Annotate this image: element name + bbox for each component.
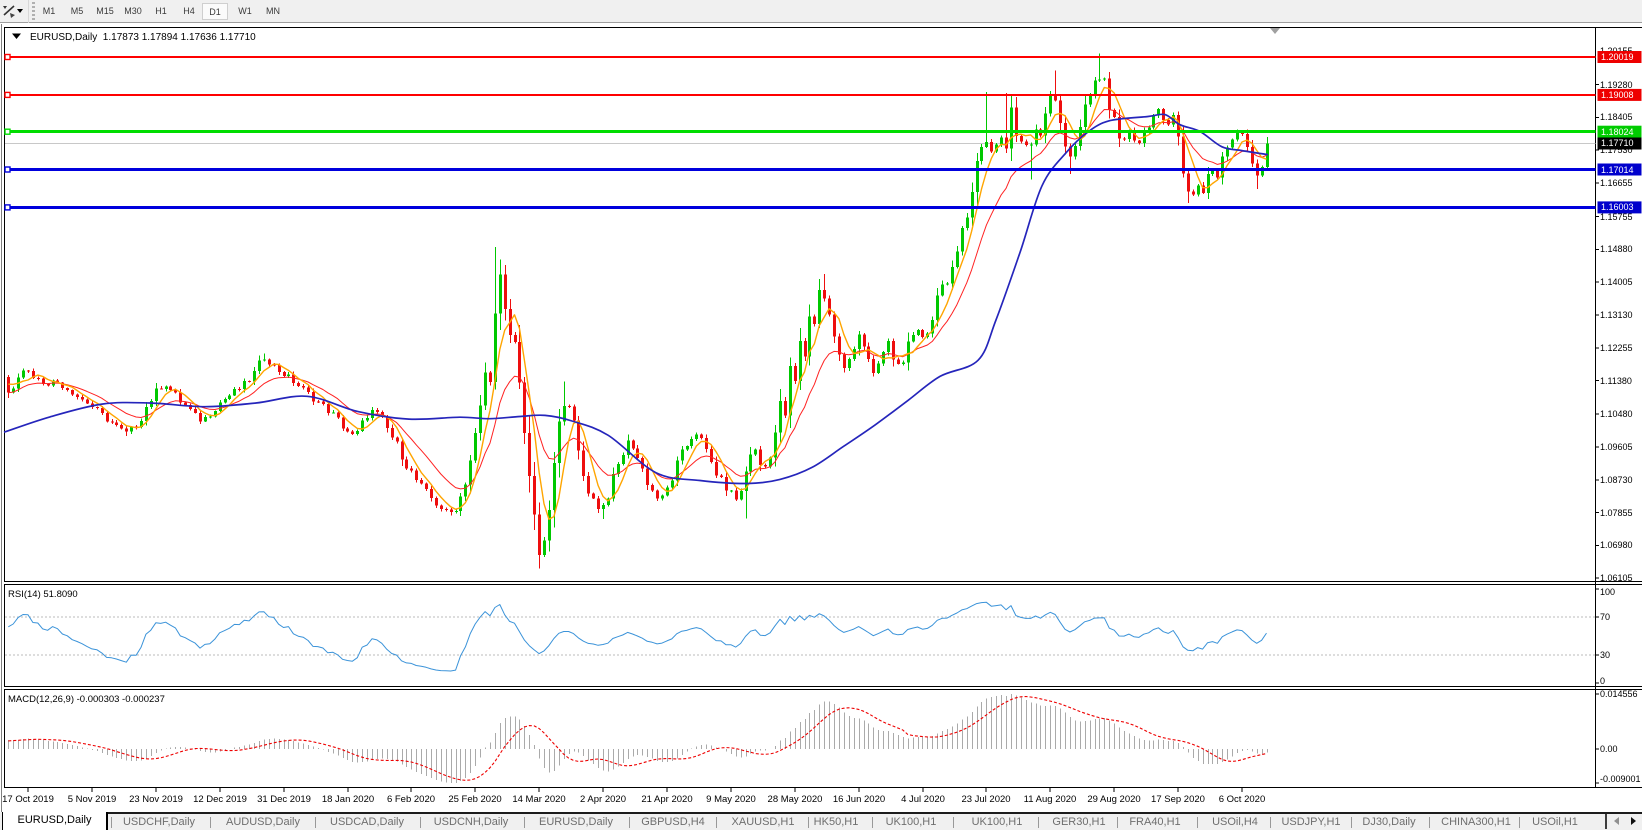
svg-text:23 Nov 2019: 23 Nov 2019 <box>129 794 183 805</box>
svg-text:1.17710: 1.17710 <box>1601 138 1634 148</box>
svg-text:25 Feb 2020: 25 Feb 2020 <box>448 794 501 805</box>
svg-text:-0.009001: -0.009001 <box>1600 774 1641 784</box>
svg-text:70: 70 <box>1600 612 1610 622</box>
svg-text:29 Aug 2020: 29 Aug 2020 <box>1087 794 1140 805</box>
svg-text:1.11380: 1.11380 <box>1600 376 1632 386</box>
svg-text:1.10480: 1.10480 <box>1600 409 1633 419</box>
svg-text:1.16003: 1.16003 <box>1601 202 1634 212</box>
svg-text:RSI(14) 51.8090: RSI(14) 51.8090 <box>8 589 78 600</box>
svg-text:1.16655: 1.16655 <box>1600 178 1633 188</box>
svg-text:2 Apr 2020: 2 Apr 2020 <box>580 794 626 805</box>
svg-text:14 Mar 2020: 14 Mar 2020 <box>512 794 565 805</box>
svg-text:1.19280: 1.19280 <box>1600 80 1633 90</box>
svg-text:1.07855: 1.07855 <box>1600 508 1633 518</box>
svg-text:EURUSD,Daily 1.17873 1.17894: EURUSD,Daily 1.17873 1.17894 1.17636 1.1… <box>30 32 256 43</box>
svg-text:4 Jul 2020: 4 Jul 2020 <box>901 794 945 805</box>
svg-text:1.13130: 1.13130 <box>1600 310 1633 320</box>
svg-text:0: 0 <box>1600 676 1605 686</box>
svg-text:9 May 2020: 9 May 2020 <box>706 794 756 805</box>
svg-text:1.06105: 1.06105 <box>1600 573 1633 583</box>
svg-text:1.19008: 1.19008 <box>1601 90 1634 100</box>
svg-text:1.12255: 1.12255 <box>1600 343 1633 353</box>
svg-text:1.17014: 1.17014 <box>1601 165 1634 175</box>
svg-text:1.06980: 1.06980 <box>1600 540 1633 550</box>
svg-text:21 Apr 2020: 21 Apr 2020 <box>641 794 692 805</box>
svg-text:6 Feb 2020: 6 Feb 2020 <box>387 794 435 805</box>
svg-text:6 Oct 2020: 6 Oct 2020 <box>1219 794 1265 805</box>
svg-text:1.18405: 1.18405 <box>1600 112 1633 122</box>
svg-text:0.014556: 0.014556 <box>1600 689 1638 699</box>
svg-text:0.00: 0.00 <box>1600 744 1618 754</box>
svg-text:23 Jul 2020: 23 Jul 2020 <box>961 794 1010 805</box>
svg-text:100: 100 <box>1600 587 1615 597</box>
svg-text:18 Jan 2020: 18 Jan 2020 <box>322 794 374 805</box>
svg-text:1.18024: 1.18024 <box>1601 127 1634 137</box>
svg-text:1.09605: 1.09605 <box>1600 442 1633 452</box>
svg-text:1.17530: 1.17530 <box>1600 145 1633 155</box>
svg-text:1.08730: 1.08730 <box>1600 475 1633 485</box>
svg-text:17 Sep 2020: 17 Sep 2020 <box>1151 794 1205 805</box>
svg-text:5 Nov 2019: 5 Nov 2019 <box>68 794 117 805</box>
svg-text:16 Jun 2020: 16 Jun 2020 <box>833 794 885 805</box>
svg-text:30: 30 <box>1600 650 1610 660</box>
svg-text:28 May 2020: 28 May 2020 <box>768 794 823 805</box>
svg-text:1.14005: 1.14005 <box>1600 277 1633 287</box>
svg-text:11 Aug 2020: 11 Aug 2020 <box>1024 794 1077 805</box>
svg-text:31 Dec 2019: 31 Dec 2019 <box>257 794 311 805</box>
svg-text:1.15755: 1.15755 <box>1600 212 1633 222</box>
svg-text:1.20019: 1.20019 <box>1601 52 1634 62</box>
svg-text:12 Dec 2019: 12 Dec 2019 <box>193 794 247 805</box>
svg-text:MACD(12,26,9) -0.000303 -0.000: MACD(12,26,9) -0.000303 -0.000237 <box>8 694 165 705</box>
svg-text:17 Oct 2019: 17 Oct 2019 <box>2 794 54 805</box>
svg-text:1.14880: 1.14880 <box>1600 244 1633 254</box>
